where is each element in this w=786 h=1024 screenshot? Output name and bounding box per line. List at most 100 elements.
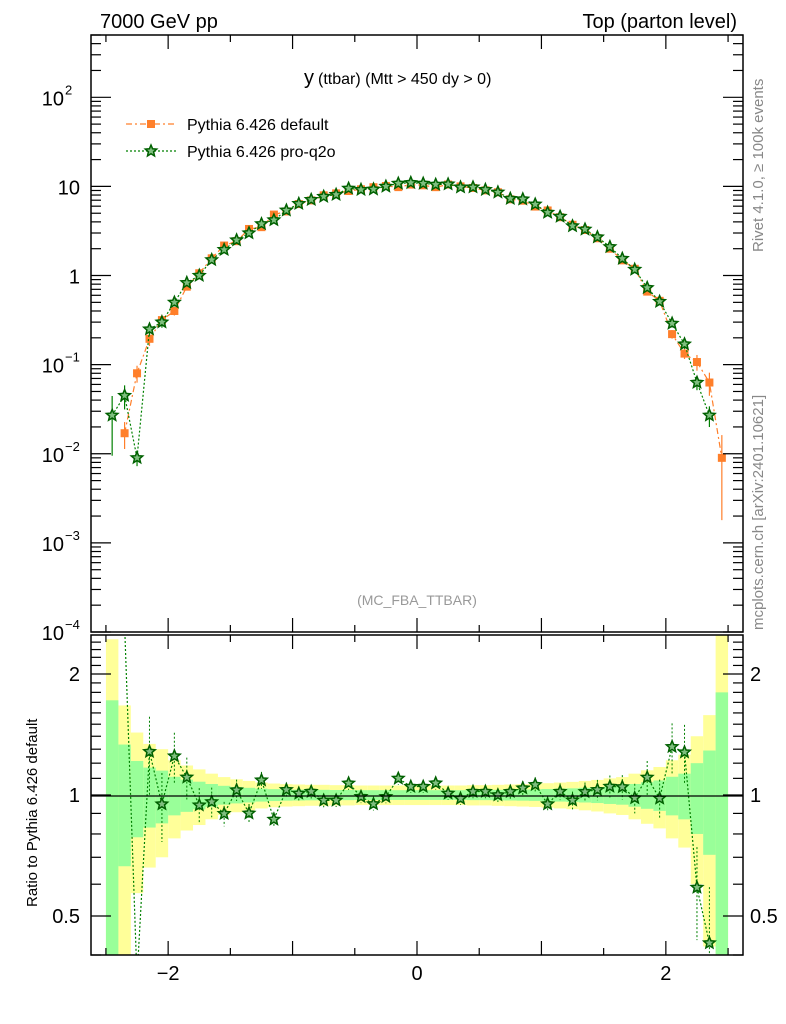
default-point (643, 287, 652, 296)
ratio-point (204, 793, 220, 809)
ratio-tick-label-right: 1 (750, 785, 761, 807)
ratio-point (701, 935, 717, 950)
pro-q2o-point (378, 178, 394, 193)
pro-q2o-point (614, 250, 630, 265)
pro-q2o-point (291, 195, 307, 211)
pro-q2o-point (502, 190, 518, 205)
band-inner-bin (516, 789, 529, 801)
ratio-point (540, 796, 556, 811)
ratio-point (515, 780, 531, 795)
ratio-point (490, 787, 506, 802)
band-inner-bin (367, 790, 380, 800)
pro-q2o-point (676, 336, 693, 351)
ratio-point (241, 805, 257, 820)
default-point (133, 369, 142, 378)
default-point (170, 306, 179, 315)
pro-q2o-point (129, 449, 145, 465)
pro-q2o-point (204, 251, 220, 267)
band-inner-bin (703, 750, 716, 855)
pro-q2o-point (639, 279, 655, 295)
ratio-point (577, 783, 593, 799)
default-point (120, 429, 129, 438)
pro-q2o-point (652, 293, 668, 308)
ratio-tick-label-right: 0.5 (750, 906, 778, 928)
band-inner-bin (118, 744, 131, 867)
pro-q2o-point (266, 212, 282, 227)
pro-q2o-point (552, 208, 568, 223)
ratio-point (166, 748, 182, 763)
ratio-point (341, 775, 357, 790)
pro-q2o-point (465, 179, 481, 194)
default-point (145, 334, 154, 343)
ratio-point (365, 796, 382, 811)
ratio-point (614, 778, 630, 794)
default-point (668, 330, 677, 339)
ratio-tick-label-left: 1 (69, 785, 80, 807)
ratio-point (465, 783, 481, 798)
ratio-point (639, 769, 655, 784)
pro-q2o-point (540, 204, 556, 219)
pro-q2o-point (229, 232, 245, 247)
band-inner-bin (105, 700, 119, 955)
band-inner-bin (143, 767, 156, 828)
ratio-point (191, 797, 207, 812)
y-tick-exponent: −4 (65, 617, 80, 632)
ratio-point (589, 781, 605, 797)
header-left: 7000 GeV pp (100, 11, 218, 33)
y-tick-exponent: −3 (65, 528, 80, 543)
mcplots-label: mcplots.cern.ch [arXiv:2401.10621] (750, 395, 767, 630)
pro-q2o-point (564, 218, 581, 233)
ratio-point (303, 783, 319, 799)
pro-q2o-point (403, 174, 419, 190)
default-point (692, 358, 701, 367)
y-tick-label: 10 (42, 88, 64, 110)
y-tick-label: 10 (42, 623, 64, 645)
pro-q2o-point (216, 241, 232, 257)
pro-q2o-point (253, 215, 270, 231)
pro-q2o-point (353, 181, 369, 197)
band-inner-bin (267, 789, 281, 802)
ratio-point (602, 778, 618, 793)
legend-label-pro-q2o: Pythia 6.426 pro-q2o (187, 144, 336, 161)
ratio-y-axis-label: Ratio to Pythia 6.426 default (24, 718, 41, 907)
y-tick-label: 1 (69, 267, 80, 289)
default-point (182, 282, 191, 291)
band-inner-bin (217, 785, 231, 805)
pro-q2o-point (328, 186, 344, 201)
legend-star-marker-icon (143, 143, 159, 158)
ratio-point (689, 879, 705, 894)
y-tick-exponent: 2 (65, 82, 72, 97)
y-tick-label: 10 (58, 177, 80, 199)
band-inner-bin (242, 787, 256, 803)
ratio-point (676, 744, 693, 759)
ratio-point (229, 782, 245, 797)
pro-q2o-point (664, 315, 680, 330)
main-plot-frame (90, 34, 744, 633)
ratio-point (664, 738, 680, 754)
pro-q2o-point (154, 314, 170, 329)
ratio-point (390, 770, 406, 785)
ratio-point (141, 743, 158, 759)
band-inner-bin (715, 692, 729, 955)
band-inner-bin (342, 790, 355, 801)
pro-q2o-point (179, 274, 195, 290)
y-tick-exponent: −1 (65, 350, 80, 365)
ratio-point (154, 796, 170, 811)
pro-q2o-point (241, 225, 257, 240)
main-plot-series (104, 174, 726, 521)
pro-q2o-point (365, 181, 382, 196)
y-tick-label: 10 (42, 534, 64, 556)
ratio-tick-label-left: 2 (69, 664, 80, 686)
ratio-point (266, 811, 282, 826)
pro-q2o-point (602, 238, 618, 254)
ratio-point (253, 772, 270, 787)
pro-q2o-point (316, 188, 332, 204)
default-point (394, 183, 403, 192)
pro-q2o-point (141, 321, 158, 336)
analysis-label: (MC_FBA_TTBAR) (357, 592, 477, 608)
ratio-point (428, 775, 444, 790)
ratio-point (216, 805, 232, 821)
default-line (124, 183, 723, 458)
legend: Pythia 6.426 default Pythia 6.426 pro-q2… (126, 117, 336, 161)
